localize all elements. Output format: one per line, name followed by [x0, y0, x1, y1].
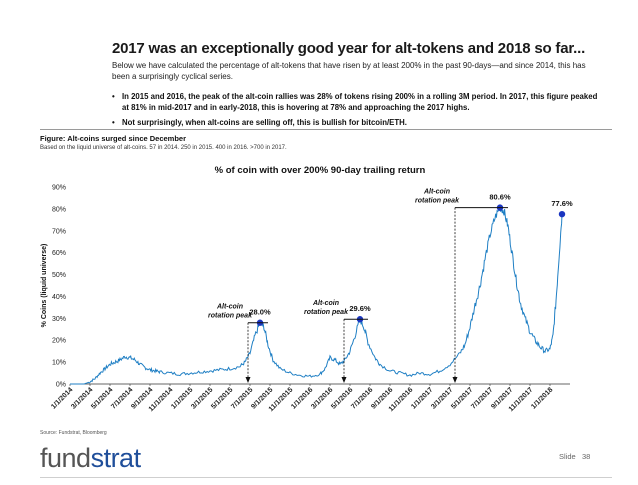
peak-marker	[558, 210, 566, 218]
chart-title: % of coin with over 200% 90-day trailing…	[215, 165, 426, 176]
y-tick-label: 90%	[52, 185, 66, 192]
figure-subtitle: Based on the liquid universe of alt-coin…	[40, 145, 287, 151]
annotation-text: rotation peak	[304, 309, 349, 316]
slide-title: 2017 was an exceptionally good year for …	[112, 40, 586, 57]
logo-text-fund: fund	[40, 443, 91, 473]
arrow-head	[452, 377, 458, 383]
annotation-text: rotation peak	[415, 198, 460, 205]
divider	[40, 129, 612, 130]
y-tick-label: 70%	[52, 228, 66, 235]
fundstrat-logo: fundstrat	[40, 443, 141, 474]
y-tick-label: 50%	[52, 272, 66, 279]
annotation-text: Alt-coin	[312, 300, 339, 307]
slide-number: 38	[582, 452, 591, 461]
bullet-item: In 2015 and 2016, the peak of the alt-co…	[112, 92, 602, 113]
x-tick-label: 1/1/2018	[530, 386, 554, 410]
logo-text-strat: strat	[90, 443, 142, 473]
line-chart: % of coin with over 200% 90-day trailing…	[41, 165, 573, 413]
y-tick-label: 80%	[52, 206, 66, 213]
source-note: Source: Fundstrat, Bloomberg	[40, 430, 107, 436]
y-tick-label: 40%	[52, 294, 66, 301]
figure-title: Figure: Alt-coins surged since December	[40, 134, 187, 143]
intro-paragraph: Below we have calculated the percentage …	[112, 61, 586, 81]
annotation-text: rotation peak	[208, 313, 253, 320]
slide-label: Slide	[559, 452, 576, 461]
arrow-head	[245, 377, 251, 383]
annotation-text: Alt-coin	[216, 304, 243, 311]
y-tick-label: 60%	[52, 250, 66, 257]
arrow-head	[341, 377, 347, 383]
data-label: 29.6%	[349, 304, 371, 313]
data-label: 80.6%	[489, 193, 511, 202]
bullet-list: In 2015 and 2016, the peak of the alt-co…	[112, 92, 602, 134]
footer-divider	[40, 477, 612, 478]
y-tick-label: 20%	[52, 338, 66, 345]
annotation-text: Alt-coin	[423, 189, 450, 196]
data-label: 28.0%	[249, 308, 271, 317]
y-tick-label: 10%	[52, 360, 66, 367]
series-line	[70, 206, 563, 385]
y-tick-label: 30%	[52, 316, 66, 323]
data-label: 77.6%	[551, 199, 573, 208]
bullet-item: Not surprisingly, when alt-coins are sel…	[112, 118, 602, 129]
y-tick-label: 0%	[56, 382, 66, 389]
y-axis-title: % Coins (liquid universe)	[41, 244, 48, 328]
